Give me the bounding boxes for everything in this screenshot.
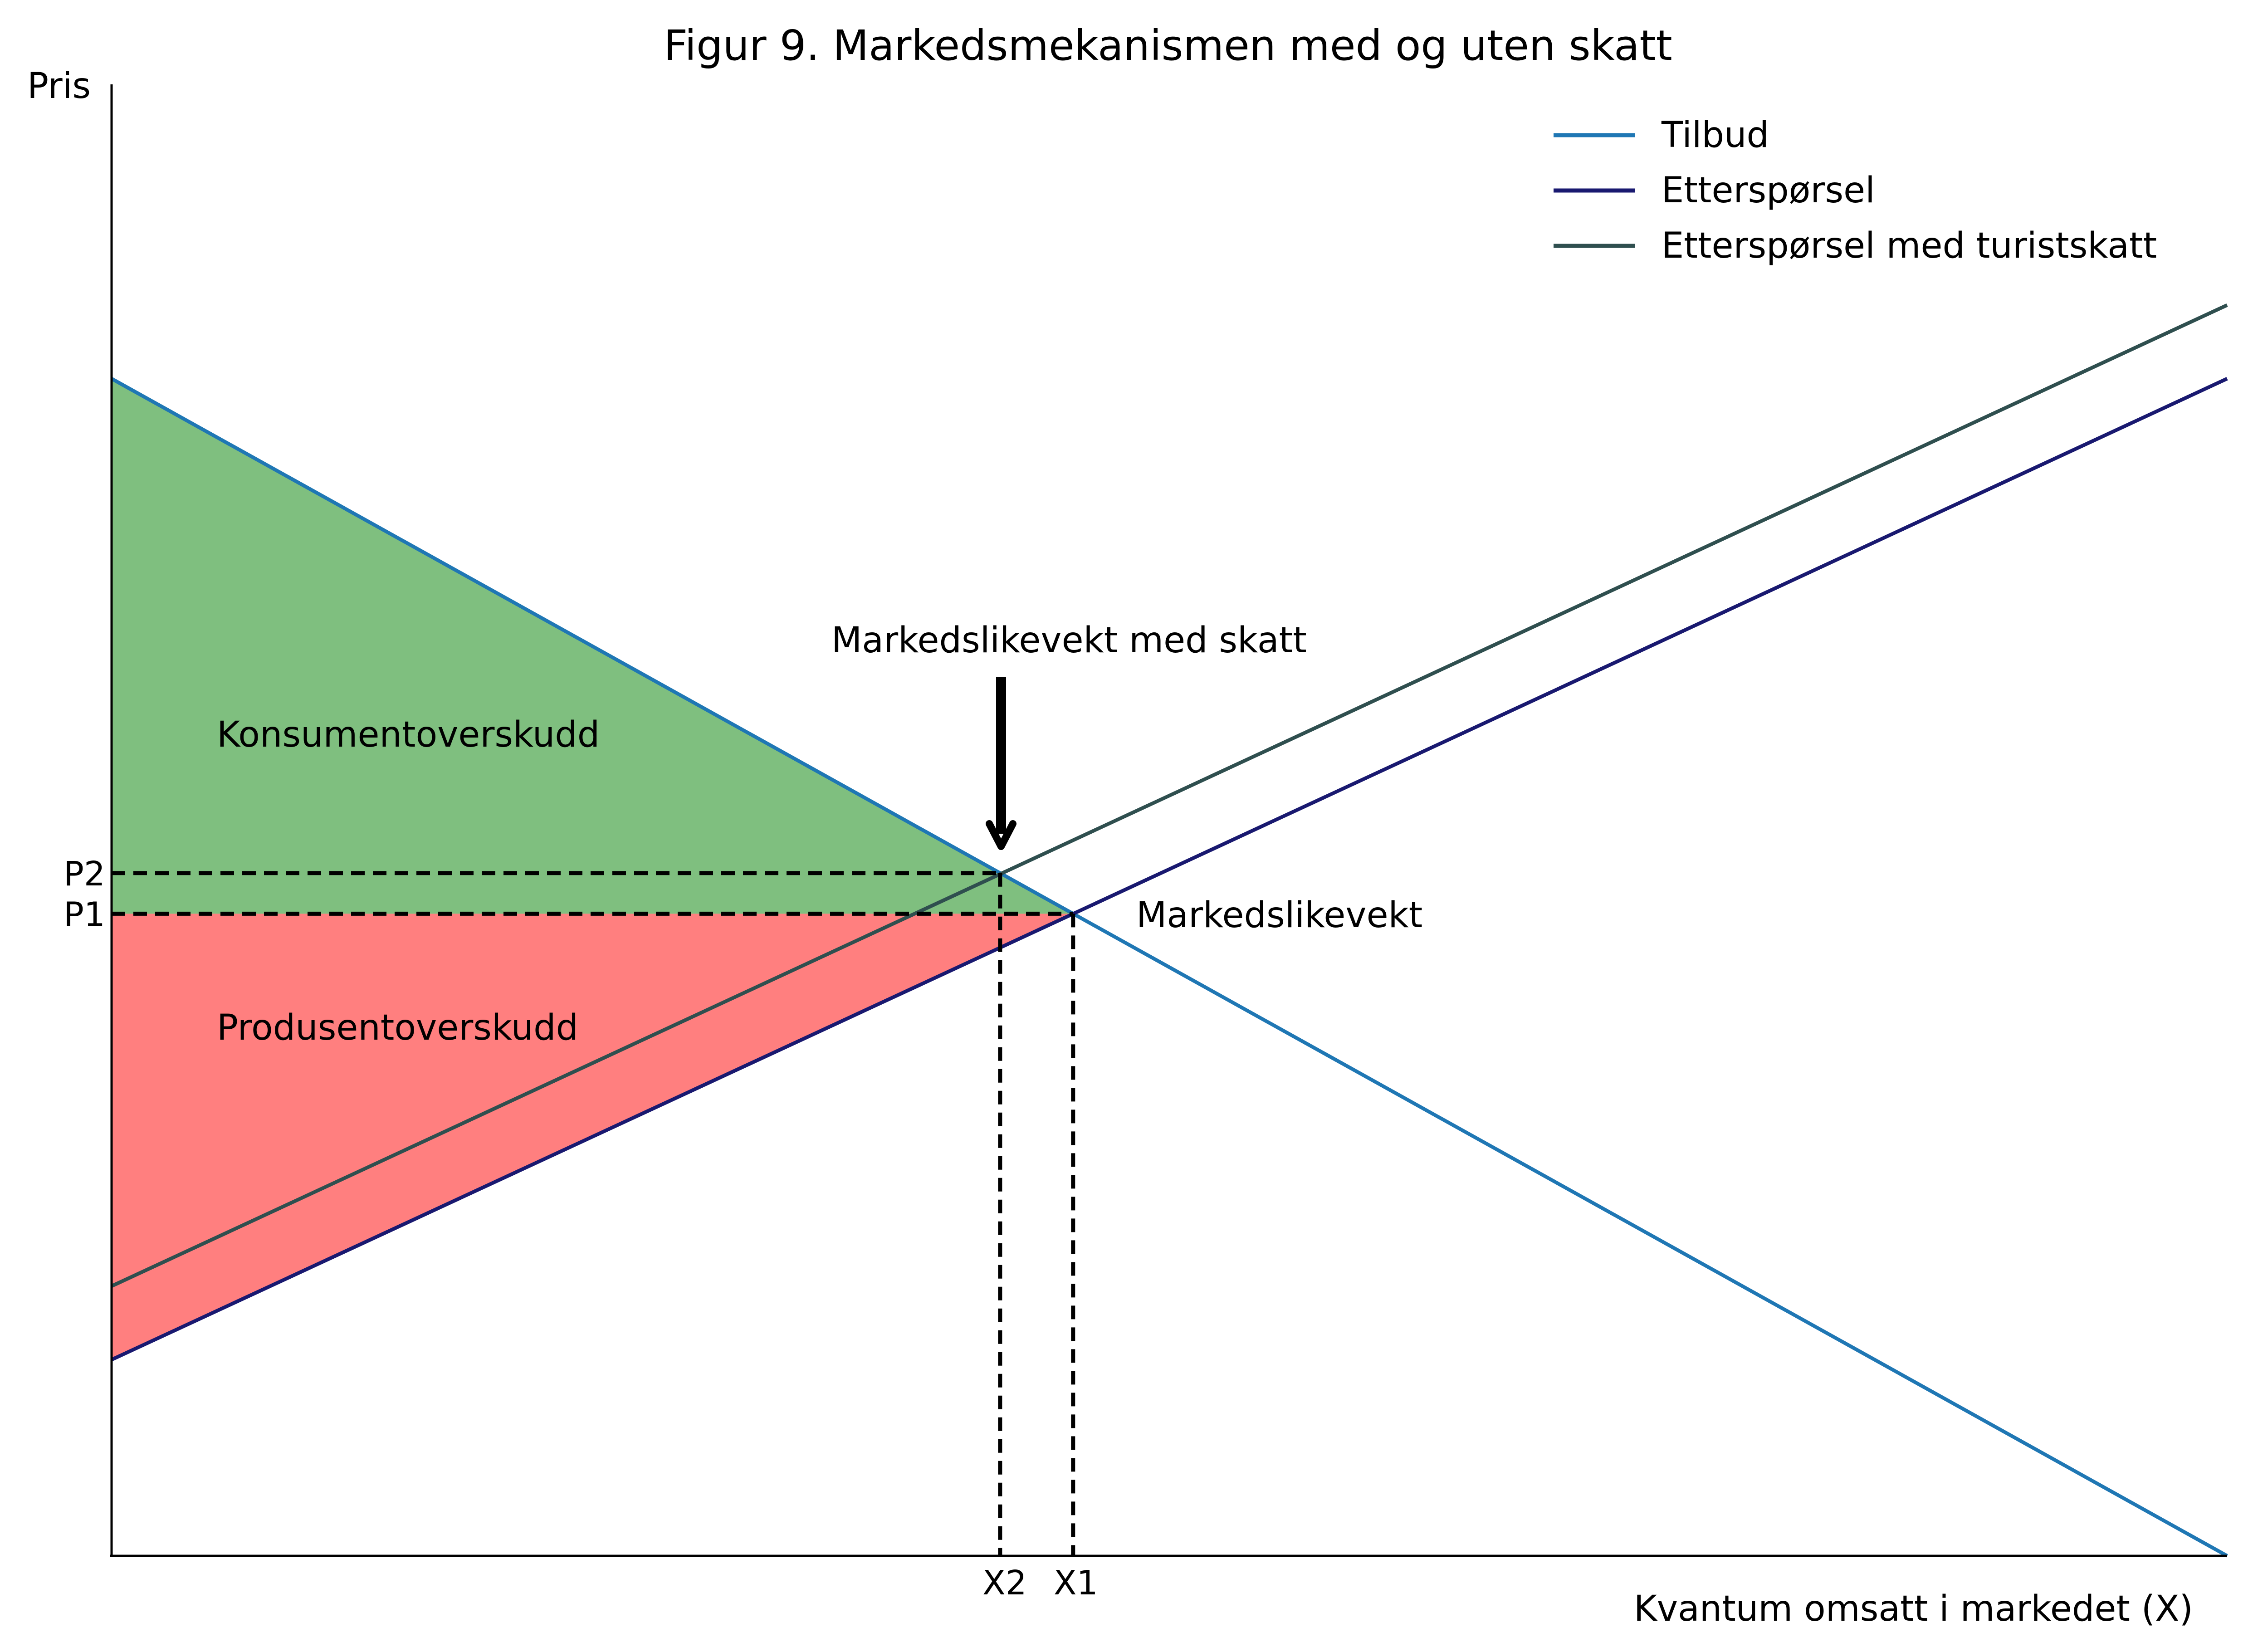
x-tick-label-x1: X1 — [1054, 1564, 1098, 1603]
y-tick-label-p2: P2 — [64, 855, 105, 894]
equilibrium-label: Markedslikevekt — [1136, 895, 1422, 936]
legend-label-ettersporsel-med-turistskatt: Etterspørsel med turistskatt — [1662, 225, 2157, 266]
legend-label-tilbud: Tilbud — [1661, 115, 1769, 156]
legend: Tilbud Etterspørsel Etterspørsel med tur… — [1554, 115, 2157, 266]
y-tick-label-p1: P1 — [64, 895, 105, 934]
x-axis-label: Kvantum omsatt i markedet (X) — [1634, 1588, 2193, 1629]
producer-surplus-label: Produsentoverskudd — [217, 1007, 578, 1048]
tax-equilibrium-label: Markedslikevekt med skatt — [831, 620, 1307, 661]
consumer-surplus-label: Konsumentoverskudd — [217, 714, 600, 755]
y-axis-label: Pris — [27, 66, 91, 107]
chart-title: Figur 9. Markedsmekanismen med og uten s… — [664, 21, 1672, 70]
series-line-ettersporsel — [111, 377, 2228, 1362]
legend-label-ettersporsel: Etterspørsel — [1662, 170, 1875, 211]
equilibrium-guide-lines — [112, 871, 1075, 1556]
tax-equilibrium-arrow-head — [986, 820, 1016, 850]
x-tick-label-x2: X2 — [982, 1564, 1027, 1603]
series-line-tilbud — [111, 377, 2228, 1558]
series-line-ettersporsel-med-turistskatt — [111, 303, 2228, 1288]
